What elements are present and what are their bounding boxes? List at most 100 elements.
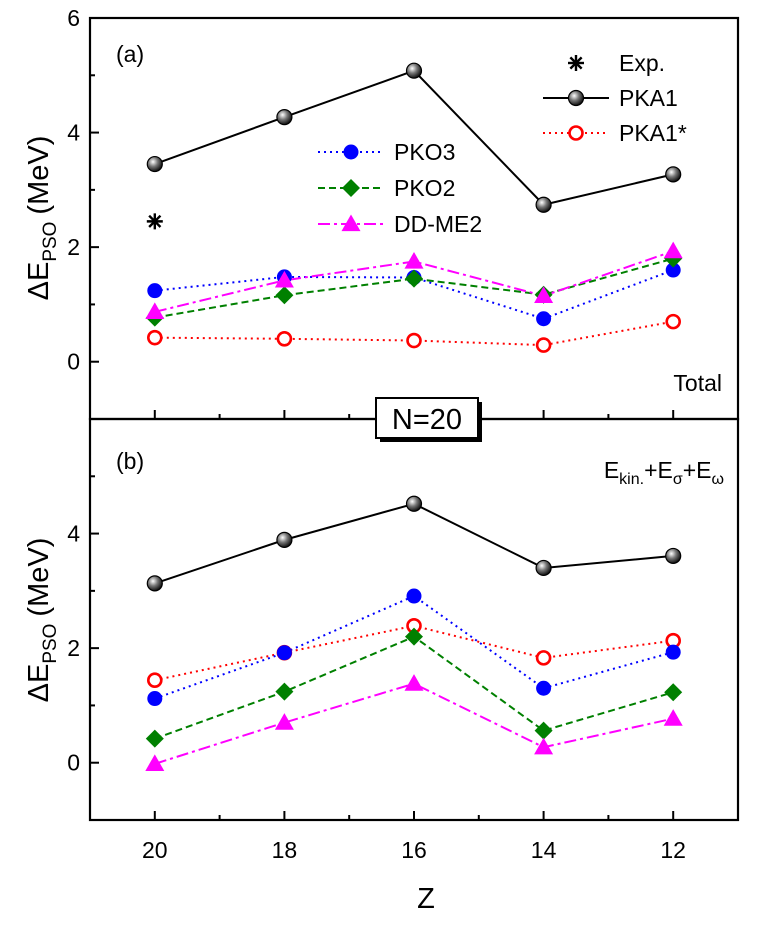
data-point-dd-me2 (534, 737, 554, 755)
ann-b-plus2: +E (683, 457, 712, 483)
data-point-pko3 (536, 680, 552, 696)
data-point-pka1 (405, 62, 423, 79)
data-point-dd-me2 (145, 302, 165, 320)
panel-a-ylabel: ΔEPSO (MeV) (23, 136, 61, 301)
data-point-dd-me2 (274, 713, 294, 730)
legend-item-exp-: Exp. (568, 50, 665, 76)
panel-b-ytick-labels: 0 2 4 (67, 521, 80, 776)
chart-title: N=20 (392, 404, 462, 436)
xtick-label: 14 (531, 837, 557, 863)
legend-label: PKA1 (619, 85, 678, 111)
legend-center: PKO3 PKO2 DD-ME2 (318, 139, 482, 237)
data-point-pka1- (665, 313, 682, 330)
legend-item-dd-me2: DD-ME2 (318, 211, 482, 237)
panel-b-ylabel: ΔEPSO (MeV) (23, 538, 61, 703)
data-point-pka1- (535, 650, 552, 666)
data-point-pka1- (406, 332, 422, 349)
panel-a-ylabel-sub: PSO (40, 222, 61, 262)
ytick-label: 0 (67, 349, 80, 375)
data-point-pko2 (664, 683, 683, 702)
data-point-pko3 (147, 283, 163, 299)
ann-b-plus1: +E (644, 457, 673, 483)
panel-a-ytick-labels: 0 2 4 6 (67, 5, 80, 375)
xtick-label: 20 (142, 837, 168, 863)
panel-a-series (154, 69, 674, 347)
data-point-pko2 (405, 269, 423, 288)
data-point-dd-me2 (404, 674, 424, 691)
ann-b-sub2: σ (673, 471, 683, 488)
data-point-pka1 (146, 155, 163, 173)
data-point-pka1- (147, 672, 163, 689)
ann-b-sub3: ω (712, 471, 725, 488)
legend-item-pko3: PKO3 (318, 139, 455, 165)
legend-marker (568, 125, 584, 141)
data-point-pko2 (405, 627, 423, 646)
title-box (375, 397, 479, 439)
panel-b-annotation: Ekin.+Eσ+Eω (604, 457, 724, 488)
ytick-label: 4 (67, 120, 80, 146)
data-point-dd-me2 (534, 286, 554, 303)
data-point-pka1- (147, 329, 163, 346)
data-point-pko3 (536, 311, 552, 327)
data-point-dd-me2 (145, 754, 165, 771)
data-point-pka1 (665, 166, 682, 183)
data-point-pka1 (276, 531, 293, 548)
x-tick-labels: 20 18 16 14 12 (142, 837, 686, 863)
panel-b-markers (145, 495, 683, 771)
panel-b-ylabel-main: ΔE (23, 664, 55, 703)
legend-item-pka1: PKA1 (543, 85, 678, 111)
series-line-dd-me2 (154, 682, 674, 765)
legend-marker (341, 214, 361, 232)
data-point-pko2 (534, 721, 553, 740)
xtick-label: 12 (660, 837, 686, 863)
panel-a-label: (a) (116, 41, 144, 67)
data-point-pko3 (147, 691, 163, 707)
xtick-label: 16 (401, 837, 427, 863)
exp-data-point (146, 213, 163, 230)
data-point-dd-me2 (404, 251, 424, 269)
legend-item-pka1-: PKA1* (543, 120, 687, 146)
data-point-dd-me2 (663, 709, 683, 726)
data-point-pko3 (665, 262, 681, 278)
data-point-pka1 (405, 495, 423, 512)
legend-item-pko2: PKO2 (318, 175, 455, 201)
ytick-label: 2 (67, 635, 80, 661)
series-line-pka1 (154, 502, 674, 585)
data-point-pka1- (535, 337, 552, 353)
panel-a-markers (145, 62, 683, 353)
panel-a-annotation: Total (673, 370, 722, 396)
xtick-label: 18 (272, 837, 298, 863)
legend-marker (343, 144, 359, 160)
panel-b-ticks (90, 418, 675, 821)
legend-marker-exp (568, 55, 584, 71)
data-point-pka1 (146, 575, 163, 592)
data-point-dd-me2 (274, 270, 294, 288)
legend-marker (567, 89, 585, 107)
ann-b-base: E (604, 457, 619, 483)
panel-a-ticks (90, 17, 675, 420)
x-axis-label: Z (417, 883, 435, 915)
legend-label: DD-ME2 (394, 211, 482, 237)
data-point-pka1 (535, 559, 552, 577)
ytick-label: 6 (67, 5, 80, 31)
legend-marker (342, 179, 360, 197)
panel-a-ylabel-unit: (MeV) (23, 136, 55, 215)
panel-b-ylabel-sub: PSO (40, 624, 61, 664)
legend-label: PKO3 (394, 139, 455, 165)
ytick-label: 2 (67, 234, 80, 260)
legend-label: Exp. (619, 50, 665, 76)
ytick-label: 0 (67, 750, 80, 776)
legend-label: PKA1* (619, 120, 687, 146)
ann-b-sub1: kin. (619, 471, 644, 488)
data-point-pko3 (276, 645, 292, 661)
data-point-dd-me2 (663, 241, 683, 259)
data-point-pka1 (665, 547, 682, 565)
data-point-pko3 (406, 588, 422, 604)
ytick-label: 4 (67, 521, 80, 547)
data-point-pko2 (275, 286, 294, 305)
panel-a-ylabel-main: ΔE (23, 262, 55, 301)
data-point-pko2 (275, 682, 294, 701)
data-point-pka1- (276, 330, 293, 347)
data-point-pka1 (535, 196, 552, 213)
panel-b-label: (b) (116, 448, 144, 474)
